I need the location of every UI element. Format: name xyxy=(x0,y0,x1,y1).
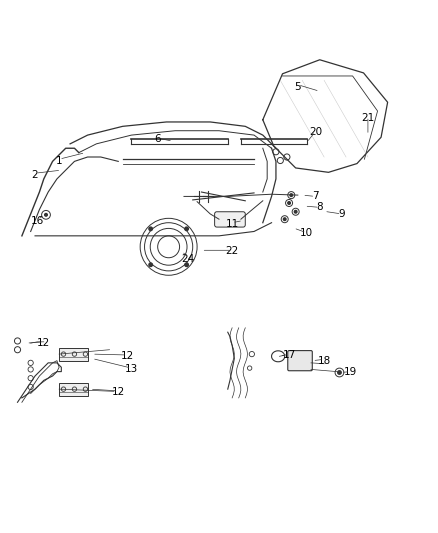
Text: 13: 13 xyxy=(125,365,138,374)
Circle shape xyxy=(294,211,297,213)
Text: 24: 24 xyxy=(182,254,195,264)
Circle shape xyxy=(149,227,152,231)
Text: 21: 21 xyxy=(361,112,374,123)
Text: 16: 16 xyxy=(31,215,44,225)
Text: 22: 22 xyxy=(226,246,239,256)
Text: 12: 12 xyxy=(37,338,50,348)
Text: 11: 11 xyxy=(226,219,239,229)
Text: 7: 7 xyxy=(312,191,319,201)
Text: 6: 6 xyxy=(154,134,161,144)
Circle shape xyxy=(283,218,286,221)
Text: 5: 5 xyxy=(294,82,301,92)
Text: 17: 17 xyxy=(283,350,296,360)
Circle shape xyxy=(45,214,47,216)
Text: 19: 19 xyxy=(344,367,357,377)
Text: 12: 12 xyxy=(120,351,134,361)
Text: 9: 9 xyxy=(338,209,345,219)
Circle shape xyxy=(338,371,341,374)
FancyBboxPatch shape xyxy=(288,351,312,371)
Text: 10: 10 xyxy=(300,228,313,238)
Text: 8: 8 xyxy=(316,203,323,212)
Text: 20: 20 xyxy=(309,127,322,136)
Circle shape xyxy=(185,227,188,231)
Bar xyxy=(59,383,88,395)
Text: 1: 1 xyxy=(56,156,63,166)
Circle shape xyxy=(290,194,293,197)
Bar xyxy=(59,348,88,361)
Circle shape xyxy=(149,263,152,266)
Text: 12: 12 xyxy=(112,387,125,397)
FancyBboxPatch shape xyxy=(215,212,245,227)
Circle shape xyxy=(185,263,188,266)
Text: 18: 18 xyxy=(318,356,331,366)
Circle shape xyxy=(288,201,290,204)
Text: 2: 2 xyxy=(32,169,39,180)
